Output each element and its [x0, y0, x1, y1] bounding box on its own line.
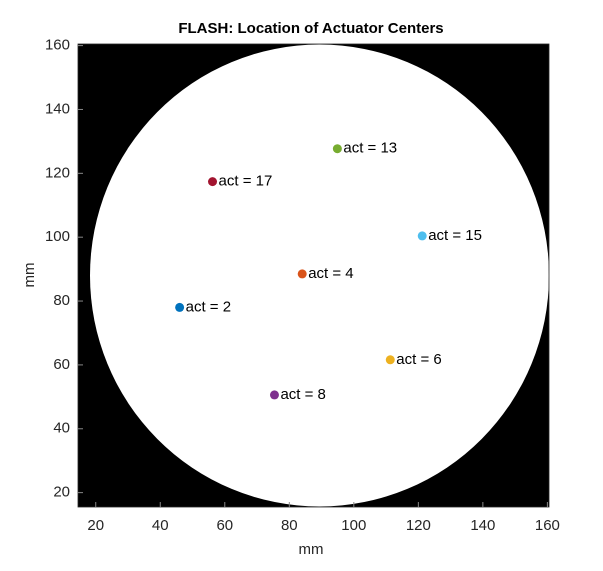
actuator-label: act = 17	[219, 173, 273, 190]
x-tick-label: 60	[216, 517, 233, 534]
y-axis-label: mm	[21, 263, 38, 288]
x-axis-label: mm	[299, 541, 324, 558]
actuator-point	[175, 302, 185, 312]
y-tick-label: 80	[53, 292, 70, 309]
actuator-point	[208, 177, 218, 187]
actuator-label: act = 2	[186, 298, 231, 315]
x-tick-label: 140	[470, 517, 495, 534]
y-tick-label: 40	[53, 420, 70, 437]
x-tick-label: 160	[535, 517, 560, 534]
x-tick-label: 120	[406, 517, 431, 534]
y-tick-label: 100	[45, 228, 70, 245]
actuator-label: act = 4	[308, 265, 353, 282]
actuator-point	[385, 355, 395, 365]
y-tick-label: 120	[45, 164, 70, 181]
actuator-point	[417, 231, 427, 241]
x-tick-label: 40	[152, 517, 169, 534]
y-tick-label: 60	[53, 356, 70, 373]
actuator-point	[297, 269, 307, 279]
x-tick-label: 20	[87, 517, 104, 534]
actuator-label: act = 6	[396, 351, 441, 368]
actuator-point	[269, 390, 279, 400]
actuator-label: act = 15	[428, 227, 482, 244]
y-tick-label: 20	[53, 484, 70, 501]
actuator-point	[332, 144, 342, 154]
aperture-circle	[90, 44, 549, 507]
y-tick-label: 160	[45, 37, 70, 54]
x-tick-label: 100	[341, 517, 366, 534]
chart-title: FLASH: Location of Actuator Centers	[178, 20, 443, 37]
actuator-label: act = 8	[280, 386, 325, 403]
actuator-label: act = 13	[343, 140, 397, 157]
axes-frame	[77, 43, 550, 508]
y-tick-label: 140	[45, 100, 70, 117]
x-tick-label: 80	[281, 517, 298, 534]
